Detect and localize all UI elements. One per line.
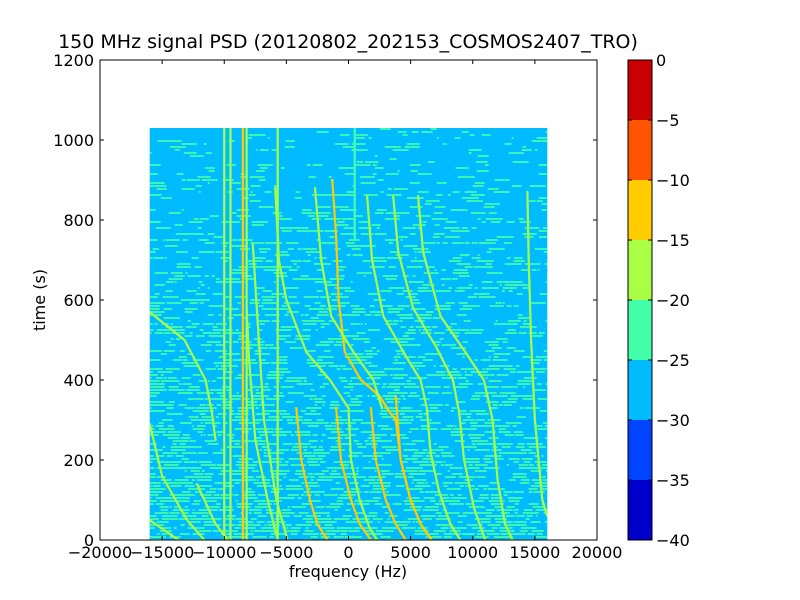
colorbar-tick-label: −10 xyxy=(656,171,690,190)
colorbar-level-block xyxy=(628,240,652,300)
x-tick-label: −15000 xyxy=(130,543,194,562)
y-tick-label: 1200 xyxy=(53,51,94,70)
colorbar-tick-label: −15 xyxy=(656,231,690,250)
doppler-track xyxy=(331,178,433,540)
y-tick-label: 200 xyxy=(63,451,94,470)
y-axis-ticks: 0 200 400 600 800 1000 1200 xyxy=(53,51,597,550)
x-axis-ticks: −20000−15000−10000 −5000 0 5000 10000 15000 20… xyxy=(68,60,623,562)
colorbar-blocks xyxy=(628,60,652,540)
doppler-track xyxy=(366,194,462,540)
colorbar-tick-label: −30 xyxy=(656,411,690,430)
colorbar-level-block xyxy=(628,360,652,420)
colorbar: 0 −5 −10 −15 −20 −25 −30 −35 −40 xyxy=(627,51,690,550)
y-tick-label: 600 xyxy=(63,291,94,310)
doppler-track xyxy=(369,406,407,540)
colorbar-level-block xyxy=(628,60,652,120)
colorbar-level-block xyxy=(628,300,652,360)
x-tick-label: 10000 xyxy=(447,543,498,562)
colorbar-tick-label: −40 xyxy=(656,531,690,550)
chart-title: 150 MHz signal PSD (20120802_202153_COSM… xyxy=(58,31,638,53)
x-tick-label: 20000 xyxy=(572,543,623,562)
x-tick-label: −20000 xyxy=(68,543,132,562)
colorbar-tick-label: −5 xyxy=(656,111,680,130)
doppler-track xyxy=(149,310,217,442)
colorbar-level-block xyxy=(628,120,652,180)
y-tick-label: 1000 xyxy=(53,131,94,150)
doppler-track xyxy=(313,186,384,410)
colorbar-ticks: 0 −5 −10 −15 −20 −25 −30 −35 −40 xyxy=(628,51,690,550)
doppler-track xyxy=(335,406,372,540)
x-tick-label: 5000 xyxy=(390,543,431,562)
doppler-track xyxy=(526,190,548,518)
x-axis-label: frequency (Hz) xyxy=(289,562,407,581)
colorbar-tick-label: −35 xyxy=(656,471,690,490)
y-axis-label: time (s) xyxy=(30,269,49,331)
colorbar-level-block xyxy=(628,180,652,240)
y-tick-label: 0 xyxy=(84,531,94,550)
spectrogram-image xyxy=(149,128,548,540)
plot-area: −20000−15000−10000 −5000 0 5000 10000 15000 20… xyxy=(53,51,622,562)
colorbar-tick-label: −20 xyxy=(656,291,690,310)
doppler-track xyxy=(274,186,379,540)
doppler-track xyxy=(251,242,289,540)
doppler-track xyxy=(149,518,180,540)
x-tick-label: −5000 xyxy=(259,543,313,562)
colorbar-level-block xyxy=(628,480,652,540)
doppler-track xyxy=(295,406,329,540)
doppler-track xyxy=(417,194,514,540)
colorbar-level-block xyxy=(628,420,652,480)
x-tick-label: 15000 xyxy=(509,543,560,562)
colorbar-tick-label: −25 xyxy=(656,351,690,370)
y-tick-label: 400 xyxy=(63,371,94,390)
x-tick-label: 0 xyxy=(343,543,353,562)
doppler-track xyxy=(195,482,230,540)
doppler-track xyxy=(149,422,206,540)
colorbar-tick-label: 0 xyxy=(656,51,666,70)
doppler-track xyxy=(245,306,279,540)
x-tick-label: −10000 xyxy=(192,543,256,562)
doppler-track xyxy=(392,194,487,540)
y-tick-label: 800 xyxy=(63,211,94,230)
